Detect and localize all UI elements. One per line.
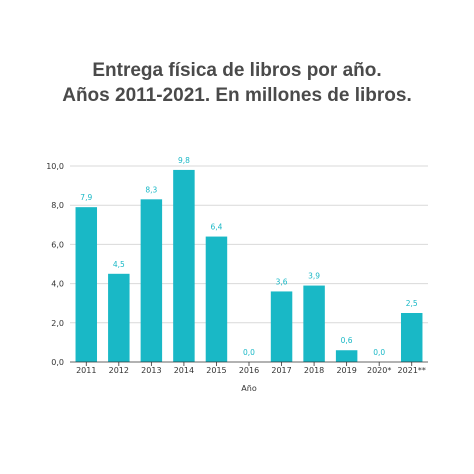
x-tick-label: 2012 [109, 366, 129, 375]
bar-2014 [173, 169, 195, 362]
x-tick-label: 2019 [336, 366, 356, 375]
data-label: 4,5 [113, 260, 125, 269]
bar-2018 [303, 285, 325, 362]
bar-2011 [75, 207, 98, 362]
data-label: 0,6 [341, 336, 353, 345]
bar-2019 [335, 350, 358, 362]
data-label: 0,0 [373, 348, 385, 357]
bar-2015 [205, 236, 228, 362]
data-label: 2,5 [406, 299, 418, 308]
data-label: 8,3 [145, 185, 157, 194]
bar-2012 [108, 273, 130, 362]
data-label: 9,8 [178, 156, 190, 165]
data-label: 3,6 [276, 277, 288, 286]
bar-2021** [400, 313, 423, 362]
chart-title-line-2: Años 2011-2021. En millones de libros. [62, 85, 412, 106]
y-tick-label: 10,0 [46, 162, 64, 171]
data-label: 0,0 [243, 348, 255, 357]
x-tick-label: 2014 [174, 366, 194, 375]
y-tick-label: 6,0 [51, 240, 64, 249]
bar-2017 [270, 291, 293, 362]
x-tick-label: 2013 [141, 366, 161, 375]
x-tick-label: 2021** [398, 366, 426, 375]
data-label: 3,9 [308, 272, 320, 281]
x-axis-title: Año [241, 384, 257, 393]
y-tick-label: 4,0 [51, 280, 64, 289]
x-tick-label: 2017 [271, 366, 291, 375]
chart-title-line-1: Entrega física de libros por año. [92, 60, 382, 81]
bar-2013 [140, 199, 163, 362]
y-tick-label: 0,0 [51, 358, 64, 367]
x-tick-label: 2020* [367, 366, 391, 375]
data-label: 7,9 [80, 193, 92, 202]
y-tick-label: 2,0 [51, 319, 64, 328]
chart-title: Entrega física de libros por año. Años 2… [0, 58, 474, 108]
x-tick-label: 2016 [239, 366, 259, 375]
y-tick-label: 8,0 [51, 201, 64, 210]
x-tick-label: 2018 [304, 366, 324, 375]
x-tick-label: 2015 [206, 366, 226, 375]
data-label: 6,4 [210, 223, 222, 232]
x-tick-label: 2011 [76, 366, 96, 375]
